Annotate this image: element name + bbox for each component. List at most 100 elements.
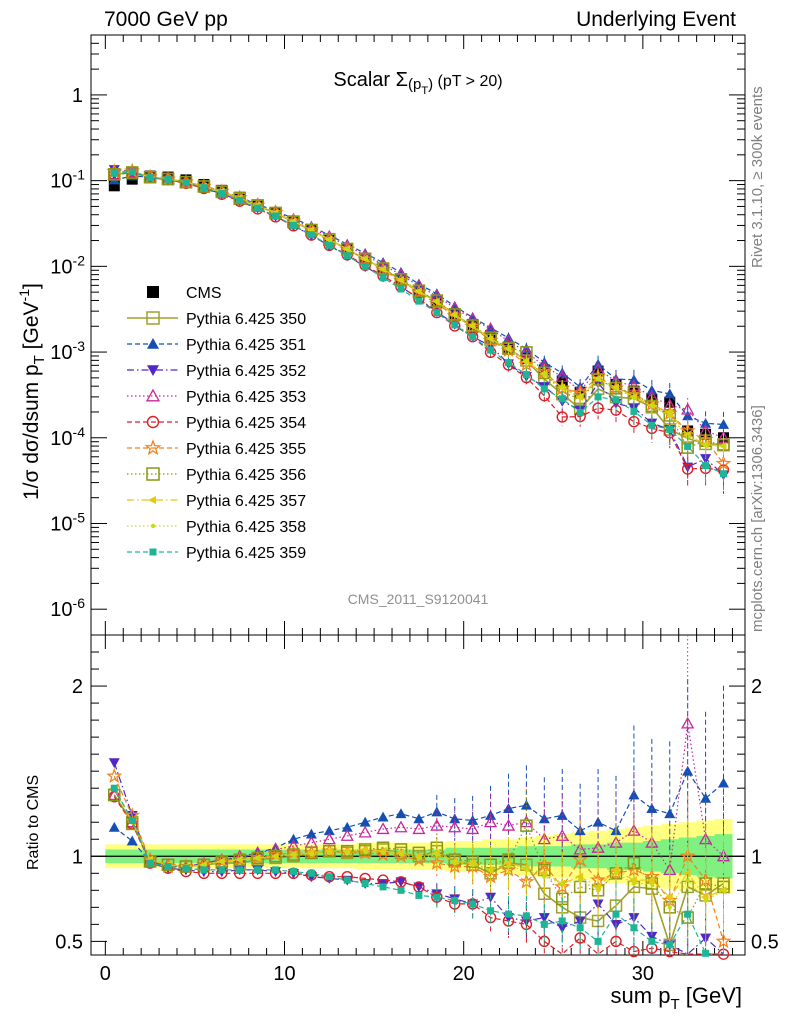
legend-marker [146,311,160,325]
series-point-main [558,395,566,403]
legend-marker [148,496,156,504]
series-point-ratio [721,888,726,893]
ratio-plot-frame [90,634,746,956]
series-point-main [630,407,638,415]
series-point-ratio [108,821,120,832]
series-point-ratio [488,867,493,873]
series-point-ratio [237,857,242,862]
series-point-main [648,421,656,429]
series-point-main [719,470,727,478]
series-point-ratio [487,907,495,915]
series-point-main [379,274,387,282]
series-point-ratio [286,839,301,852]
series-point-ratio [164,862,172,870]
ratio-y-tick-label-right: 2 [751,676,762,698]
series-point-main [504,359,512,367]
x-tick-label: 30 [632,963,654,985]
series-point-ratio [106,767,123,784]
series-point-ratio [612,910,620,918]
series-point-ratio [501,818,516,831]
series-point-main [452,313,457,318]
series-point-ratio [483,815,498,828]
series-point-main [345,247,350,252]
legend-marker [146,415,160,429]
ratio-y-tick-label: 1 [72,846,83,868]
series-point-ratio [309,852,314,857]
series-point-ratio [254,866,262,874]
series-point-main [703,443,708,448]
series-point-ratio [448,820,462,833]
y-axis-label: 1/σ dσ/dsum pT [GeV-1] [16,283,48,500]
series-point-ratio [452,860,457,866]
x-axis-label: sum pT [GeV] [611,983,742,1013]
legend-label: Pythia 6.425 351 [186,337,306,354]
x-tick-label: 20 [453,963,475,985]
series-point-ratio [323,825,335,836]
series-point-main [469,333,477,341]
y-tick-label: 10-5 [50,509,85,535]
series-point-ratio [502,803,514,814]
series-point-ratio [359,816,371,827]
series-point-main [380,267,386,272]
series-point-ratio [182,864,190,872]
series-point-main [522,371,530,379]
legend-label: Pythia 6.425 359 [186,545,306,562]
series-point-main [146,174,154,182]
legend-marker [149,548,157,556]
series-point-main [524,359,529,364]
series-point-main [487,346,495,354]
series-point-main [681,463,694,475]
series-point-main [272,212,280,220]
legend-item-353: Pythia 6.425 353 [127,388,306,406]
series-point-ratio [431,891,443,903]
series-point-main [110,169,118,177]
series-point-main [715,455,732,471]
series-point-ratio [703,898,708,903]
series-point-ratio [249,849,266,865]
legend-label: Pythia 6.425 355 [186,441,306,458]
series-point-ratio [682,765,694,776]
series-point-main [327,237,332,243]
series-point-main [576,408,584,416]
series-point-ratio [628,789,640,800]
legend-label: Pythia 6.425 353 [186,389,306,406]
series-point-ratio [538,913,550,924]
legend-label: Pythia 6.425 350 [186,311,306,328]
series-point-ratio [201,862,207,867]
x-tick-label: 10 [273,963,295,985]
header-left: 7000 GeV pp [104,8,228,31]
series-point-ratio [322,832,336,845]
series-point-main [236,196,244,204]
series-point-ratio [560,881,565,886]
legend-item-355: Pythia 6.425 355 [127,439,306,458]
series-line-ratio [113,796,724,955]
series-point-main [218,189,226,197]
series-point-main [415,297,423,305]
series-point-ratio [648,937,656,945]
series-line-main [114,171,724,475]
series-point-main [361,263,369,271]
series-point-ratio [576,924,584,932]
series-point-ratio [470,862,475,867]
series-point-ratio [430,818,444,831]
series-point-ratio [128,817,136,825]
series-point-ratio [213,853,230,869]
series-point-ratio [613,871,619,876]
series-point-main [542,372,547,377]
series-point-ratio [343,876,351,884]
series-point-ratio [555,829,569,841]
series-point-ratio [395,808,407,819]
series-point-ratio [667,905,672,910]
series-point-ratio [433,893,441,901]
series-point-ratio [631,881,637,886]
series-point-main [556,411,568,423]
y-axis-label-text: 1/σ dσ/dsum pT [GeV-1] [16,283,48,500]
legend-marker [147,286,159,298]
series-point-main [433,309,441,317]
series-point-ratio [466,822,480,835]
series-line-main [114,171,724,447]
series-line-ratio [113,723,724,872]
series-point-ratio [397,886,405,894]
series-point-ratio [143,855,157,868]
